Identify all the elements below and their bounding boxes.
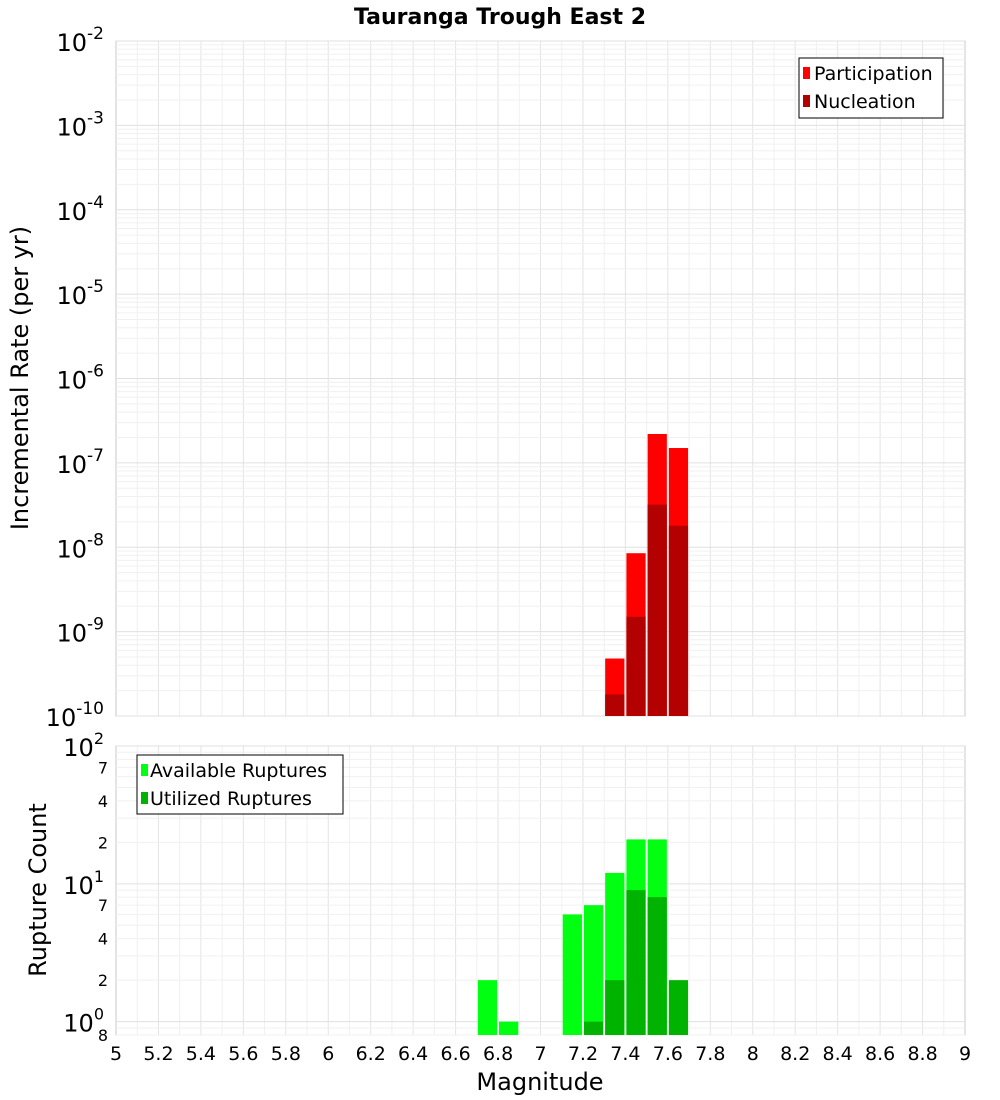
x-tick-label: 7.6 — [653, 1043, 683, 1065]
x-tick-label: 9 — [959, 1043, 971, 1065]
x-tick-label: 5.2 — [143, 1043, 173, 1065]
top-y-axis-label: Incremental Rate (per yr) — [6, 226, 34, 530]
bottom-bar-utilized-ruptures — [668, 980, 689, 1035]
bottom-y-axis-label: Rupture Count — [24, 803, 52, 977]
bottom-y-minor-tick-label: 8 — [98, 1026, 108, 1045]
bottom-y-minor-tick-label: 7 — [98, 758, 108, 777]
top-y-tick-label: 10-6 — [57, 362, 105, 395]
bottom-legend: Available Ruptures Utilized Ruptures — [136, 754, 344, 815]
top-y-tick-label: 10-3 — [57, 108, 105, 141]
top-bar-nucleation — [626, 616, 646, 716]
x-tick-label: 7 — [534, 1043, 546, 1065]
bottom-bar-utilized-ruptures — [605, 980, 625, 1035]
bottom-y-tick-label: 101 — [63, 867, 104, 900]
bottom-y-tick-label: 102 — [63, 729, 104, 762]
top-legend: Participation Nucleation — [798, 57, 944, 119]
x-tick-label: 5 — [110, 1043, 122, 1065]
legend-swatch-nucleation — [803, 95, 810, 107]
legend-label-available: Available Ruptures — [150, 760, 327, 782]
x-tick-label: 6.8 — [483, 1043, 513, 1065]
x-tick-label: 7.2 — [568, 1043, 598, 1065]
top-y-tick-label: 10-9 — [57, 615, 105, 648]
x-tick-label: 5.4 — [186, 1043, 216, 1065]
bottom-y-tick-label: 100 — [63, 1005, 104, 1038]
x-tick-label: 8 — [747, 1043, 759, 1065]
x-tick-label: 5.6 — [228, 1043, 258, 1065]
x-tick-labels: 5 5.2 5.4 5.6 5.8 6 6.2 6.4 6.6 6.8 7 7.2 7.4 7.6 7.8 8… — [110, 1043, 971, 1065]
bottom-bar-utilized-ruptures — [647, 897, 667, 1035]
legend-label-nucleation: Nucleation — [814, 91, 916, 113]
bottom-bar-available-ruptures — [562, 914, 582, 1035]
bottom-bar-available-ruptures — [583, 905, 604, 1035]
top-bar-nucleation — [647, 504, 667, 716]
bottom-legend-box — [136, 754, 344, 815]
x-tick-label: 8.6 — [865, 1043, 895, 1065]
top-bars — [605, 433, 689, 716]
x-tick-label: 6.4 — [398, 1043, 428, 1065]
legend-label-utilized: Utilized Ruptures — [150, 788, 312, 810]
legend-swatch-participation — [803, 67, 810, 79]
x-axis-label: Magnitude — [476, 1068, 603, 1096]
legend-swatch-available — [141, 764, 148, 776]
top-gridlines — [116, 40, 965, 717]
legend-swatch-utilized — [141, 792, 148, 804]
top-bar-nucleation — [668, 525, 689, 716]
bottom-y-minor-tick-label: 4 — [98, 792, 108, 811]
chart-title: Tauranga Trough East 2 — [354, 5, 646, 30]
top-y-tick-label: 10-7 — [57, 446, 105, 479]
bottom-bar-utilized-ruptures — [626, 890, 646, 1035]
x-tick-label: 5.8 — [271, 1043, 301, 1065]
x-tick-label: 6 — [322, 1043, 334, 1065]
bottom-bars — [477, 839, 689, 1035]
bottom-y-minor-tick-label: 7 — [98, 896, 108, 915]
x-tick-label: 7.4 — [610, 1043, 640, 1065]
bottom-bar-available-ruptures — [499, 1021, 519, 1035]
top-y-tick-label: 10-2 — [57, 24, 105, 57]
bottom-bar-available-ruptures — [477, 980, 498, 1035]
x-tick-label: 7.8 — [695, 1043, 725, 1065]
top-bar-nucleation — [605, 694, 625, 716]
top-y-tick-label: 10-5 — [57, 277, 105, 310]
legend-label-participation: Participation — [814, 63, 933, 85]
top-y-tick-labels: 10-10 10-9 10-8 10-7 10-6 10-5 10-4 10-3 10-2 — [46, 24, 104, 732]
top-y-tick-label: 10-10 — [46, 699, 104, 732]
bottom-y-minor-tick-label: 2 — [98, 971, 108, 990]
bottom-bar-utilized-ruptures — [583, 1021, 604, 1035]
x-tick-label: 8.4 — [823, 1043, 853, 1065]
x-tick-label: 8.2 — [780, 1043, 810, 1065]
top-panel: 10-10 10-9 10-8 10-7 10-6 10-5 10-4 10-3 10-2 In… — [6, 24, 966, 732]
x-tick-label: 8.8 — [907, 1043, 937, 1065]
top-y-tick-label: 10-8 — [57, 530, 105, 563]
top-y-tick-label: 10-4 — [57, 193, 105, 226]
x-tick-label: 6.6 — [440, 1043, 470, 1065]
bottom-y-minor-tick-label: 4 — [98, 930, 108, 949]
x-tick-label: 6.2 — [356, 1043, 386, 1065]
top-legend-box — [798, 57, 944, 119]
bottom-y-minor-tick-label: 2 — [98, 833, 108, 852]
